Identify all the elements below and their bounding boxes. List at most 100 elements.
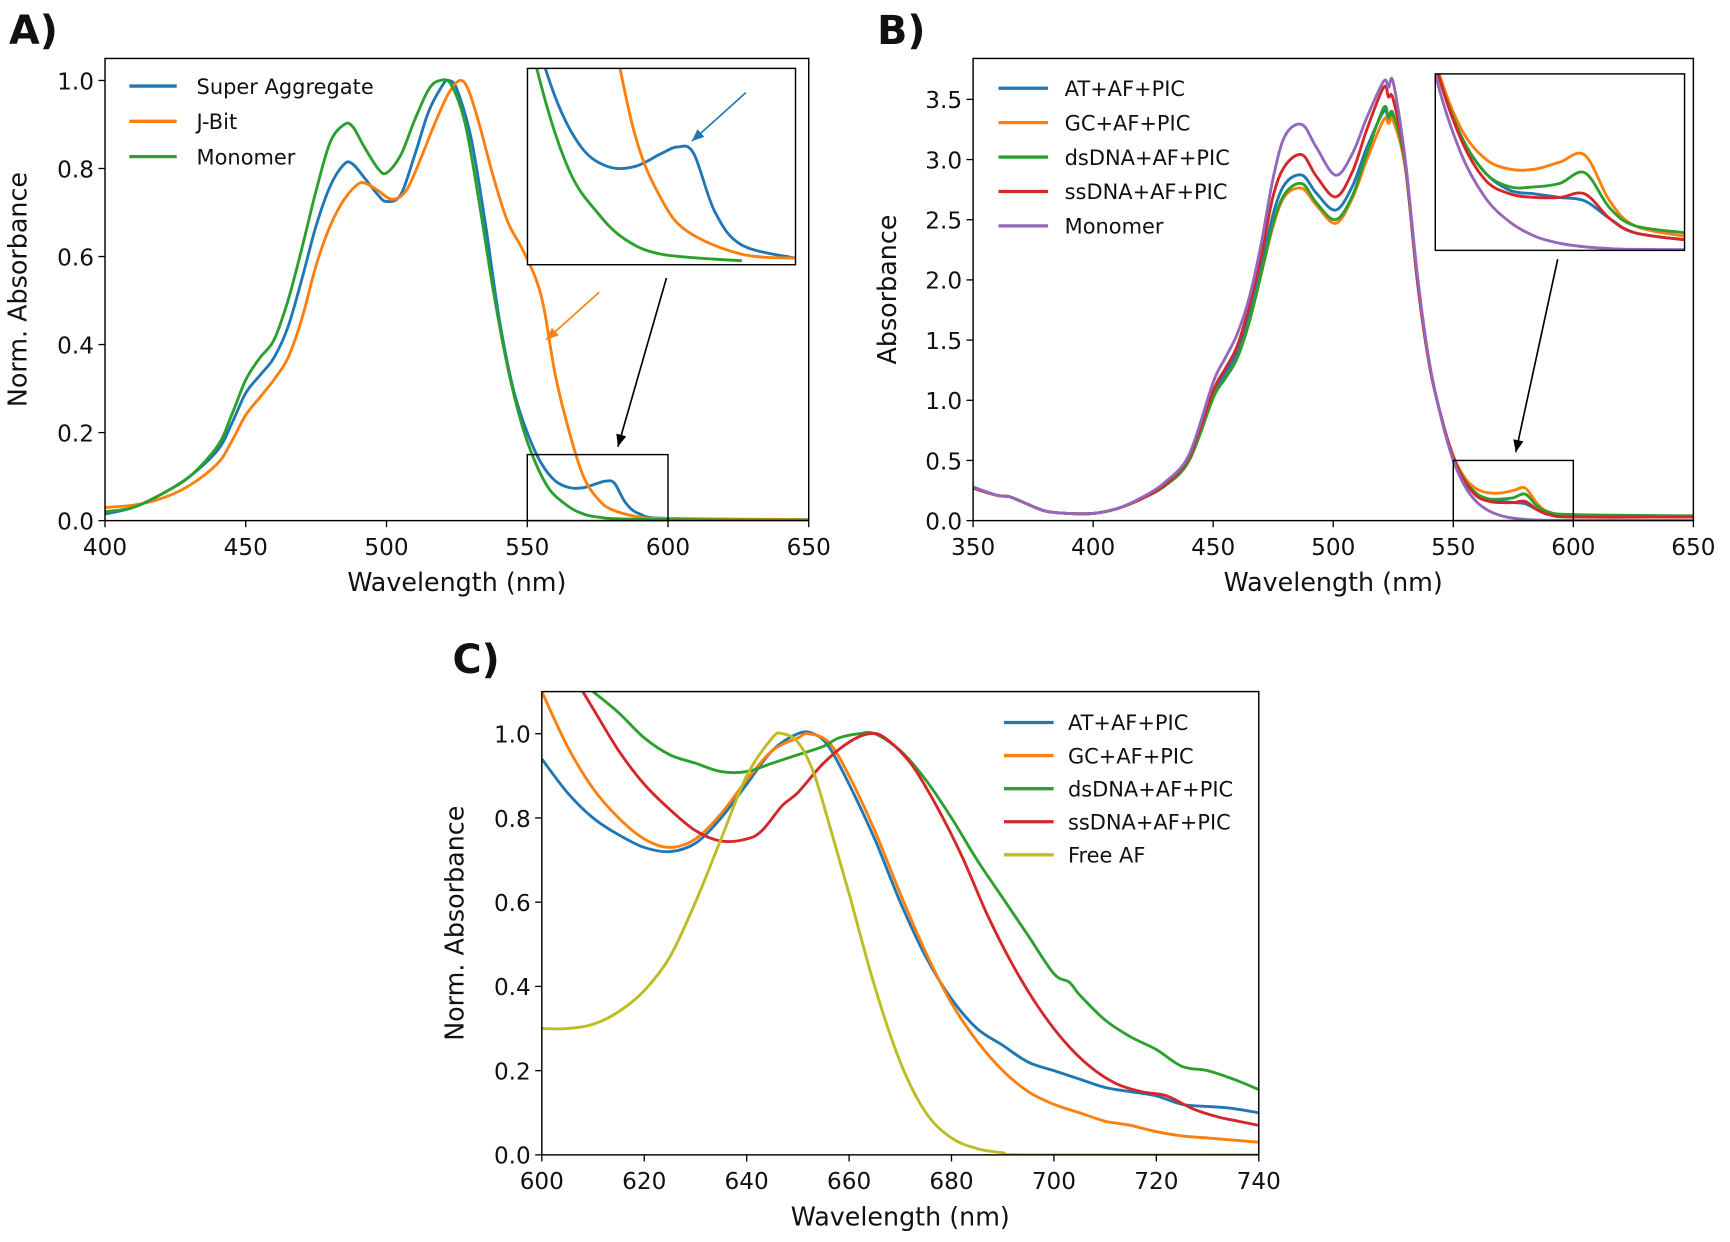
y-tick-label: 0.4	[57, 333, 94, 359]
x-tick-label: 500	[364, 535, 408, 561]
x-tick-label: 350	[951, 535, 995, 561]
legend-label: J-Bit	[195, 110, 238, 134]
arrow-head-icon	[616, 433, 627, 447]
y-tick-label: 0.8	[57, 157, 94, 183]
y-tick-label: 1.5	[925, 329, 962, 355]
legend: AT+AF+PIC GC+AF+PIC dsDNA+AF+PIC ssDNA+AF+P…	[998, 77, 1230, 239]
legend: AT+AF+PIC GC+AF+PIC dsDNA+AF+PIC ssDNA+AF+P…	[1003, 711, 1233, 868]
legend-label: Free AF	[1068, 844, 1145, 868]
x-tick-label: 500	[1311, 535, 1355, 561]
x-tick-label: 620	[622, 1169, 666, 1195]
legend-label: dsDNA+AF+PIC	[1065, 146, 1230, 170]
y-tick-label: 3.0	[925, 148, 962, 174]
series-line-2	[105, 78, 809, 521]
x-tick-label: 600	[520, 1169, 564, 1195]
inset-series-line-2	[535, 68, 743, 263]
y-axis-label: Absorbance	[872, 215, 902, 365]
legend-label: Monomer	[1065, 215, 1164, 239]
x-tick-label: 720	[1134, 1169, 1178, 1195]
arrow-head-icon	[1513, 439, 1524, 453]
inset-frame	[526, 67, 797, 266]
x-tick-label: 550	[1431, 535, 1475, 561]
axes-frame	[541, 690, 1260, 1156]
inset-series-line-3	[1436, 73, 1685, 242]
legend-label: ssDNA+AF+PIC	[1068, 810, 1231, 834]
y-tick-label: 2.5	[925, 209, 962, 235]
panel-b: 350 400 450 500 550 600 650 0.0 0.5 1.0 1.5 2.0 2.5 3…	[872, 8, 1716, 597]
y-tick-label: 0.6	[57, 245, 94, 271]
series-line-4	[541, 731, 1259, 1155]
arrow-head-icon	[546, 327, 559, 340]
x-tick-label: 740	[1237, 1169, 1281, 1195]
series-group	[105, 78, 809, 521]
inset-frame	[1434, 73, 1686, 252]
legend-label: AT+AF+PIC	[1065, 77, 1185, 101]
inset-series-line-4	[1435, 73, 1685, 251]
x-tick-label: 450	[224, 535, 268, 561]
zoom-region-box	[526, 453, 669, 522]
x-tick-label: 550	[505, 535, 549, 561]
inset-plot	[1435, 73, 1685, 251]
y-tick-label: 0.5	[925, 449, 962, 475]
series-line-1	[105, 78, 809, 521]
series-line-4	[973, 76, 1694, 521]
y-tick-label: 2.0	[925, 269, 962, 295]
panel-label: A)	[9, 8, 58, 54]
x-tick-label: 600	[1551, 535, 1595, 561]
x-tick-label: 640	[725, 1169, 769, 1195]
y-tick-label: 3.5	[925, 88, 962, 114]
x-tick-label: 680	[929, 1169, 973, 1195]
y-tick-label: 0.2	[494, 1059, 531, 1085]
y-tick-label: 0.0	[925, 509, 962, 535]
legend-label: ssDNA+AF+PIC	[1065, 180, 1228, 204]
series-line-0	[541, 730, 1259, 1115]
y-axis-label: Norm. Absorbance	[3, 172, 33, 407]
y-tick-label: 0.6	[494, 891, 531, 917]
legend-label: AT+AF+PIC	[1068, 711, 1188, 735]
y-tick-label: 1.0	[494, 723, 531, 749]
series-line-3	[581, 691, 1259, 1127]
x-tick-label: 600	[646, 535, 690, 561]
x-axis-label: Wavelength (nm)	[1224, 567, 1443, 597]
panel-label: C)	[452, 637, 499, 683]
x-tick-label: 400	[1071, 535, 1115, 561]
x-axis-label: Wavelength (nm)	[791, 1201, 1010, 1231]
y-tick-label: 0.8	[494, 807, 531, 833]
legend: Super Aggregate J-Bit Monomer	[129, 75, 374, 169]
inset-series-line-1	[1437, 73, 1685, 238]
y-tick-label: 0.0	[494, 1144, 531, 1170]
panel-label: B)	[877, 8, 925, 54]
zoom-region-box	[1452, 459, 1575, 522]
y-axis-label: Norm. Absorbance	[440, 806, 470, 1041]
panel-a: 400 450 500 550 600 650 0.0 0.2 0.4 0.6 0.8 1.0 Wave…	[3, 8, 831, 597]
x-tick-label: 450	[1191, 535, 1235, 561]
inset-series-line-2	[1436, 73, 1685, 235]
x-tick-label: 650	[1671, 535, 1715, 561]
y-tick-label: 0.2	[57, 421, 94, 447]
y-tick-label: 1.0	[925, 389, 962, 415]
series-group	[973, 76, 1694, 521]
axes-frame	[104, 57, 810, 522]
legend-label: GC+AF+PIC	[1065, 111, 1191, 135]
x-tick-label: 400	[83, 535, 127, 561]
inset-series-line-1	[618, 68, 796, 260]
x-tick-label: 650	[787, 535, 831, 561]
legend-label: Monomer	[197, 145, 296, 169]
inset-plot	[535, 68, 796, 263]
panel-c: 600 620 640 660 680 700 720 740 0.0 0.2 0.4 0.6 0.8 1…	[440, 637, 1281, 1232]
arrow-head-icon	[691, 129, 705, 142]
y-tick-label: 0.0	[57, 509, 94, 535]
y-tick-label: 0.4	[494, 975, 531, 1001]
legend-label: dsDNA+AF+PIC	[1068, 777, 1233, 801]
series-line-0	[105, 78, 809, 521]
x-tick-label: 700	[1032, 1169, 1076, 1195]
x-axis-label: Wavelength (nm)	[347, 567, 566, 597]
inset-series-line-0	[543, 68, 796, 260]
annotation-arrow	[1514, 259, 1559, 453]
legend-label: GC+AF+PIC	[1068, 744, 1194, 768]
series-group	[541, 691, 1259, 1155]
annotation-arrow	[617, 277, 668, 447]
legend-label: Super Aggregate	[197, 75, 374, 99]
series-line-2	[592, 691, 1259, 1091]
